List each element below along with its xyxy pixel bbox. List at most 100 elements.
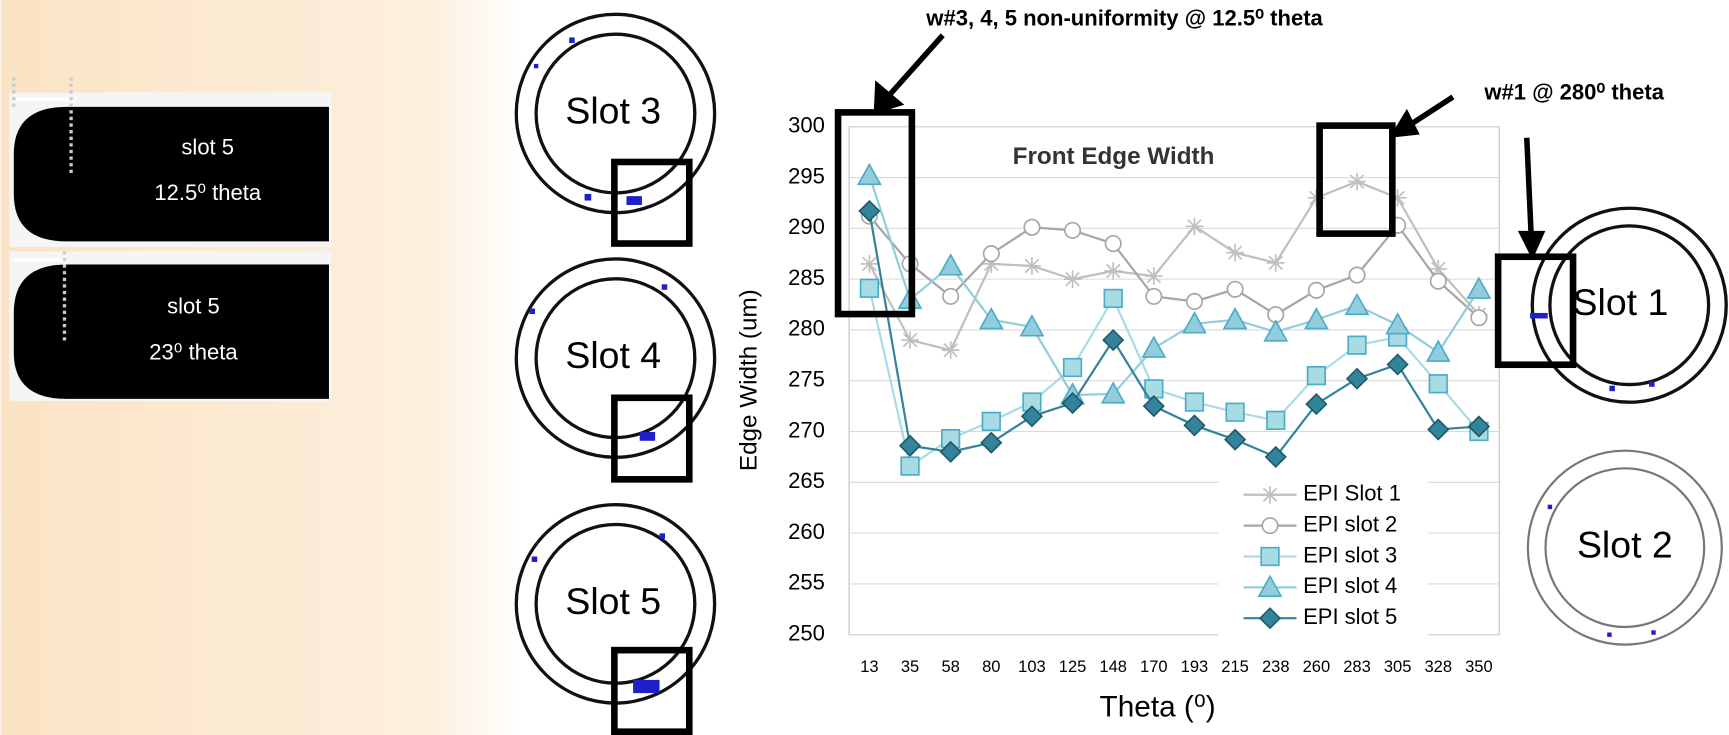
wafer-label: Slot 5 [565, 580, 661, 622]
edge-theta: 12.5⁰ theta [154, 180, 262, 205]
y-tick-label: 265 [788, 468, 825, 493]
x-tick-label: 283 [1343, 657, 1371, 676]
x-tick-label: 215 [1221, 657, 1249, 676]
x-tick-label: 13 [860, 657, 878, 676]
x-tick-label: 328 [1424, 657, 1452, 676]
y-tick-label: 250 [788, 621, 825, 646]
y-tick-label: 290 [788, 214, 825, 239]
wafer-label: Slot 4 [565, 334, 661, 376]
x-tick-label: 305 [1384, 657, 1412, 676]
wafer-map [514, 12, 1728, 705]
y-tick-label: 270 [788, 417, 825, 442]
x-tick-label: 58 [941, 657, 959, 676]
marker [1303, 307, 1329, 330]
marker [1104, 262, 1123, 280]
marker [1185, 292, 1204, 311]
marker [1225, 402, 1245, 422]
marker [1429, 272, 1447, 290]
y-axis-title: Edge Width (um) [735, 289, 762, 471]
marker [1467, 415, 1490, 438]
marker [1061, 391, 1084, 415]
marker [1266, 254, 1285, 272]
marker [1104, 235, 1122, 253]
y-tick-label: 260 [788, 519, 825, 544]
marker [980, 431, 1003, 454]
marker [1100, 381, 1126, 404]
marker [1466, 276, 1492, 299]
marker [982, 255, 1001, 273]
marker [938, 253, 964, 276]
annotation: w#1 @ 280⁰ theta [1483, 79, 1664, 104]
marker [1266, 410, 1286, 430]
series-line [868, 175, 1480, 397]
series-line [868, 215, 1480, 319]
x-tick-label: 80 [982, 657, 1000, 676]
marker [900, 456, 920, 476]
edge-label: slot 5 [167, 293, 220, 318]
marker [1142, 395, 1165, 418]
legend-label: EPI slot 5 [1303, 604, 1397, 629]
marker [1226, 280, 1244, 298]
marker [1184, 392, 1205, 412]
marker [898, 434, 922, 457]
marker [1470, 309, 1488, 327]
marker [859, 278, 880, 298]
legend-label: EPI slot 2 [1303, 511, 1397, 536]
marker [1226, 243, 1244, 262]
edge-image: slot 5 23⁰ theta [9, 251, 332, 402]
y-tick-label: 285 [788, 265, 825, 290]
y-tick-label: 300 [788, 113, 825, 138]
x-tick-label: 238 [1262, 657, 1290, 676]
edge-theta: 23⁰ theta [149, 340, 238, 365]
wafer-label: Slot 1 [1573, 281, 1669, 323]
defect-dots [529, 37, 1656, 694]
marker [1182, 311, 1207, 334]
annotation-text: w#3, 4, 5 non-uniformity @ 12.5⁰ theta [926, 6, 1323, 31]
y-tick-label: 255 [788, 570, 825, 595]
marker [1141, 335, 1167, 358]
marker [1062, 357, 1083, 378]
marker [1102, 328, 1125, 352]
marker [1388, 189, 1407, 207]
marker [1385, 312, 1411, 335]
y-tick-label: 275 [788, 367, 825, 392]
x-axis-title: Theta (⁰) [1100, 690, 1216, 723]
series-line [868, 210, 1479, 459]
marker [939, 440, 962, 463]
y-tick-label: 295 [788, 163, 825, 188]
marker [1145, 267, 1163, 285]
marker [1023, 257, 1041, 275]
marker [1183, 414, 1206, 437]
legend-marker [1261, 517, 1279, 535]
marker [1428, 374, 1448, 394]
marker [860, 255, 879, 273]
marker [978, 307, 1004, 330]
marker [1064, 221, 1082, 239]
marker [1306, 366, 1327, 386]
series-line [868, 288, 1480, 468]
marker [1427, 418, 1450, 441]
edge-image: slot 5 12.5⁰ theta [9, 77, 332, 247]
marker [1386, 353, 1409, 376]
x-tick-label: 350 [1465, 657, 1493, 676]
marker [1307, 281, 1325, 299]
marker [982, 245, 1000, 263]
legend-marker [1261, 485, 1279, 504]
marker [1348, 172, 1366, 191]
chart-title: Front Edge Width [1013, 143, 1215, 170]
marker [1019, 314, 1045, 337]
marker [1023, 218, 1041, 236]
wafer-label: Slot 2 [1577, 524, 1673, 566]
marker [1305, 393, 1328, 416]
highlight-box [611, 109, 1577, 735]
legend-label: EPI slot 3 [1303, 542, 1397, 567]
marker [1429, 260, 1448, 278]
edge-label: slot 5 [181, 135, 234, 160]
marker [1103, 288, 1123, 309]
annotation: w#3, 4, 5 non-uniformity @ 12.5⁰ theta [926, 6, 1323, 31]
y-tick-label: 280 [788, 316, 825, 341]
marker [1222, 307, 1248, 330]
arrow [873, 33, 1546, 260]
